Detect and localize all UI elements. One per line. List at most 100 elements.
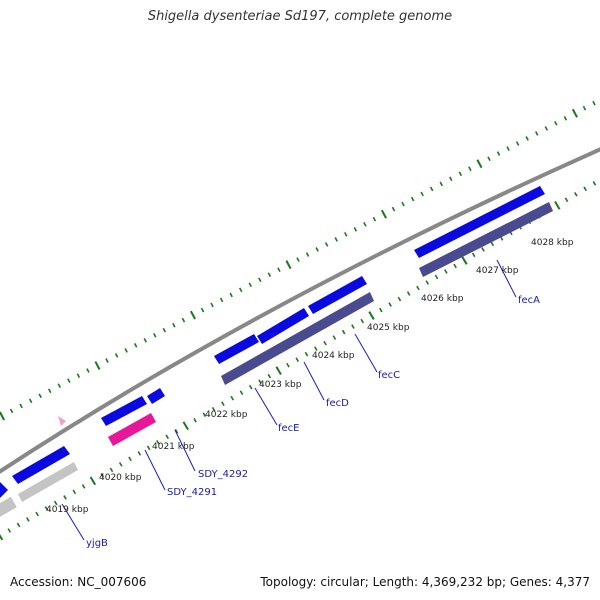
outer-tick-mark [410, 196, 415, 202]
kbp-label: 4023 kbp [259, 380, 302, 390]
inner-tick-mark [481, 247, 485, 252]
outer-tick-mark [67, 378, 71, 383]
inner-tick-mark [100, 473, 104, 478]
pink-marker-triangle [58, 416, 66, 426]
inner-tick-mark [434, 274, 439, 280]
outer-tick-mark [210, 302, 214, 308]
outer-tick-mark [114, 353, 119, 358]
inner-tick-mark [444, 269, 448, 274]
leader-fecE [254, 387, 278, 426]
outer-tick-mark [476, 159, 483, 169]
outer-tick-mark [496, 151, 501, 156]
outer-tick-mark [200, 307, 205, 313]
label-leader-lines [61, 259, 517, 541]
kbp-label: 4027 kbp [476, 266, 519, 276]
leader-SDY_4291 [144, 449, 166, 491]
outer-tick-mark [372, 216, 377, 222]
inner-tick-mark [564, 197, 569, 203]
kbp-label: 4028 kbp [531, 238, 574, 248]
outer-tick-mark [189, 310, 196, 320]
inner-tick-mark [397, 296, 402, 302]
inner-tick-mark [72, 489, 77, 495]
gene-arrow-fecE[interactable] [214, 334, 259, 364]
outer-tick-mark [238, 287, 243, 293]
inner-tick-mark [26, 517, 30, 522]
gene-label-yjgB[interactable]: yjgB [86, 538, 108, 549]
outer-tick-mark [38, 393, 42, 399]
gene-arrow-fecC[interactable] [308, 276, 367, 314]
gene-label-fecE[interactable]: fecE [278, 423, 300, 434]
inner-tick-mark [109, 467, 114, 473]
gene-label-fecC[interactable]: fecC [378, 370, 400, 381]
gene-label-SDY_4291[interactable]: SDY_4291 [167, 487, 217, 498]
outer-tick-mark [449, 176, 453, 182]
kbp-label: 4022 kbp [205, 410, 248, 420]
outer-tick-mark [391, 206, 396, 212]
outer-tick-mark [124, 348, 128, 353]
outer-tick-mark [248, 282, 253, 288]
gene-arrow-SDY_4292[interactable] [101, 396, 147, 426]
outer-tick-mark [380, 209, 387, 219]
outer-tick-mark [592, 100, 596, 106]
inner-tick-mark [554, 200, 561, 210]
gene-bar-fec-reverse[interactable] [221, 292, 374, 385]
gene-label-fecD[interactable]: fecD [326, 398, 349, 409]
outer-tick-mark [554, 121, 558, 126]
inner-tick-mark [182, 421, 189, 431]
inner-tick-mark [118, 462, 123, 467]
inner-tick-mark [230, 395, 235, 401]
kbp-label: 4024 kbp [312, 351, 355, 361]
kbp-label: 4021 kbp [152, 442, 195, 452]
inner-tick-track [0, 180, 597, 541]
outer-tick-mark [219, 297, 224, 303]
gene-bar-yjgB-shadow[interactable] [18, 462, 78, 502]
inner-tick-mark [53, 500, 58, 506]
inner-tick-mark [351, 324, 355, 329]
inner-tick-mark [471, 252, 476, 258]
outer-tick-mark [468, 166, 472, 172]
gene-arrow-fecA[interactable] [414, 186, 545, 258]
outer-tick-mark [133, 343, 138, 348]
outer-tick-mark [534, 131, 539, 136]
outer-tick-mark [506, 146, 510, 151]
kbp-label: 4025 kbp [367, 323, 410, 333]
inner-tick-mark [388, 302, 392, 307]
outer-tick-mark [162, 327, 167, 333]
outer-tick-mark [458, 171, 463, 177]
outer-tick-mark [0, 411, 5, 421]
gene-arrow-small[interactable] [147, 388, 165, 404]
gene-arrow-fecD[interactable] [257, 308, 309, 344]
outer-tick-mark [525, 136, 529, 141]
inner-tick-mark [304, 351, 309, 357]
outer-tick-mark [563, 115, 568, 121]
gene-arrow-partial-left[interactable] [0, 482, 8, 498]
inner-tick-mark [165, 434, 169, 440]
inner-tick-mark [156, 440, 160, 445]
inner-tick-mark [63, 495, 67, 500]
leader-fecC [354, 333, 378, 373]
gene-bar-gray-partial[interactable] [0, 496, 17, 521]
inner-tick-mark [583, 186, 587, 192]
inner-tick-mark [221, 401, 225, 407]
outer-tick-mark [105, 358, 109, 363]
inner-tick-mark [174, 428, 179, 434]
inner-tick-mark [360, 318, 365, 324]
inner-tick-mark [453, 263, 457, 269]
gene-bar-SDY_4291[interactable] [108, 413, 156, 446]
gene-bar-fecA-reverse[interactable] [419, 202, 553, 277]
gene-label-SDY_4292[interactable]: SDY_4292 [198, 469, 248, 480]
inner-tick-mark [89, 476, 97, 486]
kbp-label: 4020 kbp [99, 473, 142, 483]
inner-tick-mark [7, 528, 12, 533]
inner-tick-mark [295, 357, 300, 362]
inner-tick-mark [211, 406, 216, 412]
outer-tick-mark [28, 398, 33, 404]
outer-tick-track [0, 100, 596, 421]
inner-tick-mark [35, 511, 39, 517]
inner-tick-mark [193, 417, 197, 423]
outer-tick-mark [487, 156, 491, 161]
gene-arrow-yjgB[interactable] [12, 446, 70, 484]
gene-label-fecA[interactable]: fecA [518, 295, 540, 306]
inner-tick-mark [368, 311, 375, 320]
